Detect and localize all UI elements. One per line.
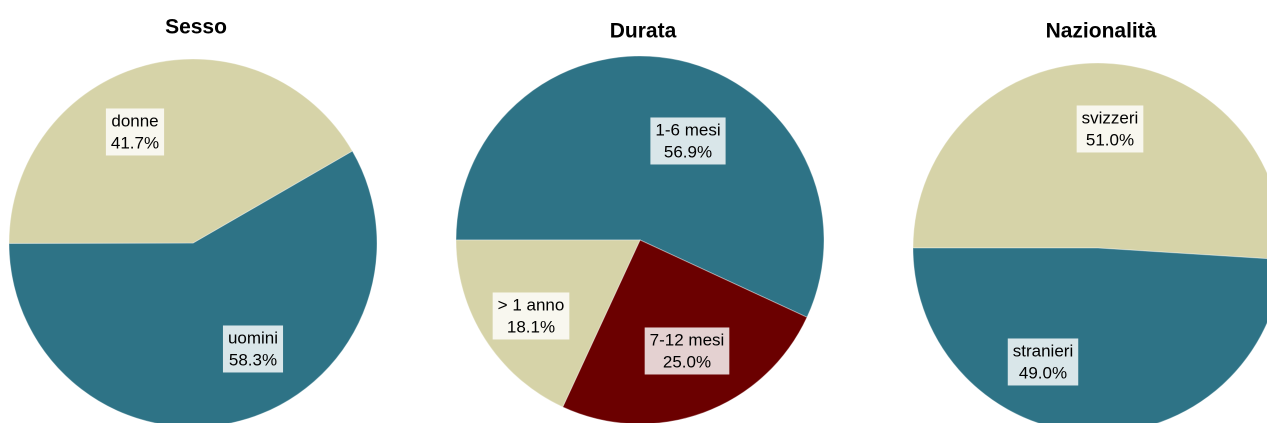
value-label: 41.7%	[111, 133, 159, 152]
chart-title: Durata	[610, 20, 677, 43]
value-label: 58.3%	[229, 350, 277, 369]
chart-title: Sesso	[165, 16, 227, 39]
value-label: 49.0%	[1019, 363, 1067, 382]
value-label: 56.9%	[664, 142, 712, 161]
value-label: 18.1%	[507, 317, 555, 336]
label-background	[492, 292, 570, 340]
slice-label: svizzeri	[1082, 108, 1139, 127]
data-label: 1-6 mesi 56.9%	[650, 117, 726, 165]
pie-slice	[912, 247, 1267, 423]
pie-slice	[912, 62, 1267, 260]
pie	[912, 62, 1267, 423]
chart-title: Nazionalità	[1046, 20, 1157, 43]
slice-label: stranieri	[1013, 341, 1073, 360]
data-label: uomini 58.3%	[222, 325, 284, 373]
data-label: 7-12 mesi 25.0%	[644, 327, 730, 375]
slice-label: uomini	[228, 328, 278, 347]
pie-slice	[8, 58, 354, 244]
label-background	[1007, 338, 1079, 386]
label-background	[222, 325, 284, 373]
data-label: > 1 anno 18.1%	[492, 292, 570, 340]
data-label: donne 41.7%	[105, 108, 165, 156]
label-background	[644, 327, 730, 375]
value-label: 25.0%	[663, 352, 711, 371]
pie-slice	[8, 150, 378, 423]
slice-label: donne	[111, 111, 158, 130]
label-background	[1076, 105, 1144, 153]
slice-label: > 1 anno	[498, 295, 565, 314]
data-label: svizzeri 51.0%	[1076, 105, 1144, 153]
label-background	[105, 108, 165, 156]
slice-label: 1-6 mesi	[655, 120, 720, 139]
pie	[455, 55, 825, 423]
pie	[8, 58, 378, 423]
label-background	[650, 117, 726, 165]
data-label: stranieri 49.0%	[1007, 338, 1079, 386]
pie-slice	[455, 55, 825, 318]
slice-label: 7-12 mesi	[650, 330, 725, 349]
value-label: 51.0%	[1086, 130, 1134, 149]
